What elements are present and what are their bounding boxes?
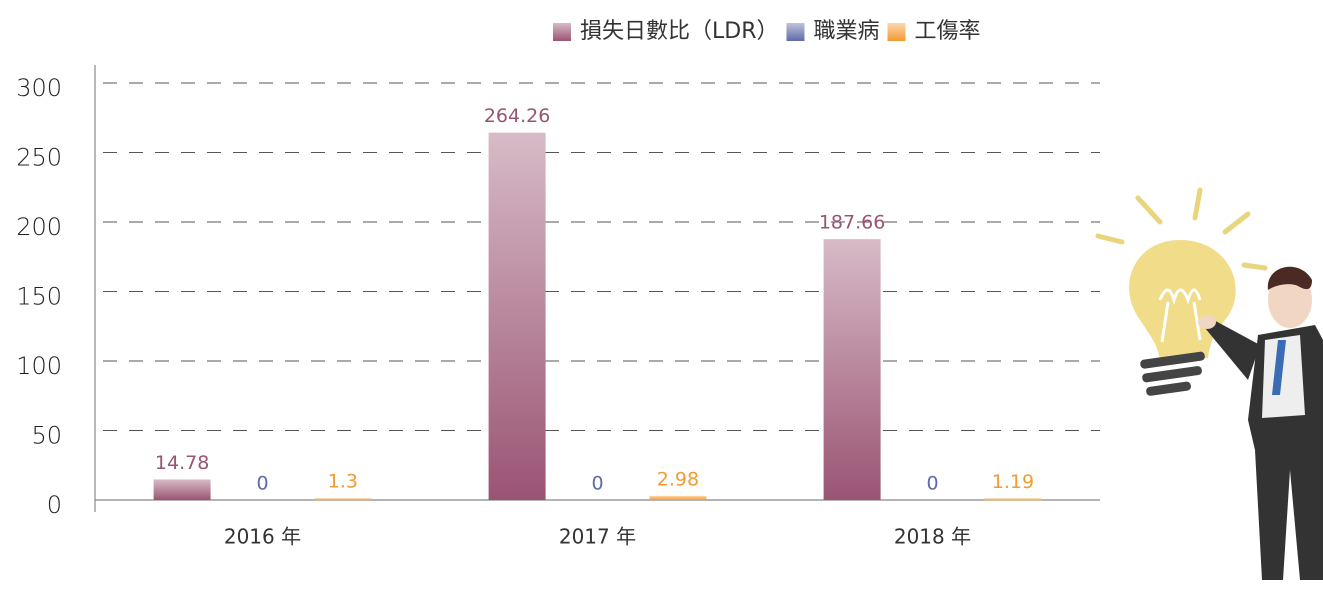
- x-tick-label: 2018 年: [894, 525, 971, 549]
- data-label: 1.3: [328, 471, 358, 493]
- legend-label: 工傷率: [915, 19, 981, 44]
- legend-label: 損失日數比（LDR）: [580, 19, 778, 44]
- x-tick-label: 2016 年: [224, 525, 301, 549]
- x-tick-label: 2017 年: [559, 525, 636, 549]
- y-tick-label: 50: [31, 422, 62, 450]
- legend-label: 職業病: [813, 19, 879, 44]
- page: {"chart_data": {"type": "bar", "categori…: [0, 0, 1323, 592]
- y-tick-label: 200: [16, 213, 62, 241]
- bar: [154, 479, 211, 500]
- data-label: 0: [256, 473, 268, 495]
- y-tick-label: 0: [47, 491, 62, 519]
- data-label: 187.66: [819, 212, 885, 234]
- bar: [824, 239, 881, 500]
- bar: [489, 133, 546, 500]
- bar: [314, 498, 371, 500]
- chart: 0 50 100 150 200 250 300 2016 年 14.78 0 1.3 2017 年 2…: [0, 0, 1323, 592]
- data-label: 2.98: [657, 468, 699, 490]
- data-label: 0: [591, 473, 603, 495]
- data-label: 1.19: [992, 471, 1034, 493]
- data-label: 14.78: [155, 452, 209, 474]
- legend-swatch: [786, 23, 804, 41]
- legend-swatch: [888, 23, 906, 41]
- y-tick-label: 300: [16, 74, 62, 102]
- illustration: [1098, 190, 1323, 580]
- y-tick-label: 100: [16, 352, 62, 380]
- data-label: 0: [926, 473, 938, 495]
- bar: [984, 498, 1041, 500]
- y-tick-label: 250: [16, 144, 62, 172]
- bar: [649, 496, 706, 500]
- legend-swatch: [553, 23, 571, 41]
- data-label: 264.26: [484, 105, 550, 127]
- y-tick-label: 150: [16, 283, 62, 311]
